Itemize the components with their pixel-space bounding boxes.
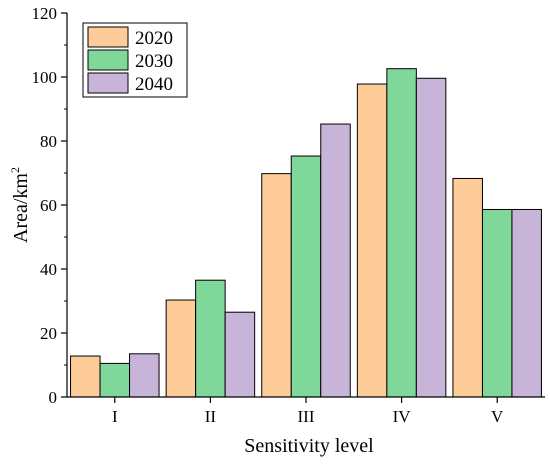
x-tick-label-V: V	[491, 407, 504, 426]
bar-II-2040	[224, 311, 256, 398]
x-tick-label-IV: IV	[393, 407, 412, 426]
bar-V-2040	[511, 208, 542, 398]
y-tick-label-80: 80	[40, 132, 57, 151]
y-axis-title-superscript: 2	[8, 167, 22, 173]
x-tick-label-III: III	[298, 407, 315, 426]
bar-IV-2030	[386, 68, 417, 398]
legend-label-2030: 2030	[135, 51, 173, 72]
y-tick-label-100: 100	[32, 68, 58, 87]
bar-V-2020	[452, 177, 483, 398]
y-tick-label-120: 120	[32, 4, 58, 23]
bar-IV-2020	[356, 83, 388, 398]
bar-III-2030	[290, 155, 322, 398]
y-tick-label-60: 60	[40, 196, 57, 215]
y-axis-title: Area/km2	[8, 167, 32, 243]
y-tick-label-20: 20	[40, 324, 57, 343]
y-tick-label-40: 40	[40, 260, 57, 279]
y-tick-label-0: 0	[49, 388, 58, 407]
bar-III-2020	[261, 173, 292, 398]
legend-label-2020: 2020	[135, 28, 173, 49]
bar-III-2040	[320, 123, 351, 398]
x-tick-label-II: II	[205, 407, 217, 426]
y-axis-title-text: Area/km	[10, 173, 32, 243]
bar-II-2030	[195, 279, 226, 398]
legend-label-2040: 2040	[135, 74, 173, 95]
x-axis-title: Sensitivity level	[244, 435, 374, 457]
legend-swatch-2020	[87, 26, 129, 48]
bar-I-2030	[99, 362, 131, 398]
bar-V-2030	[481, 208, 513, 398]
bars-layer	[70, 68, 542, 398]
legend-swatch-2030	[87, 49, 129, 71]
bar-II-2020	[165, 299, 197, 398]
legend-swatch-2040	[87, 72, 129, 94]
bar-I-2040	[129, 353, 160, 398]
bar-I-2020	[70, 355, 101, 398]
x-tick-label-I: I	[112, 407, 118, 426]
bar-IV-2040	[415, 77, 447, 398]
